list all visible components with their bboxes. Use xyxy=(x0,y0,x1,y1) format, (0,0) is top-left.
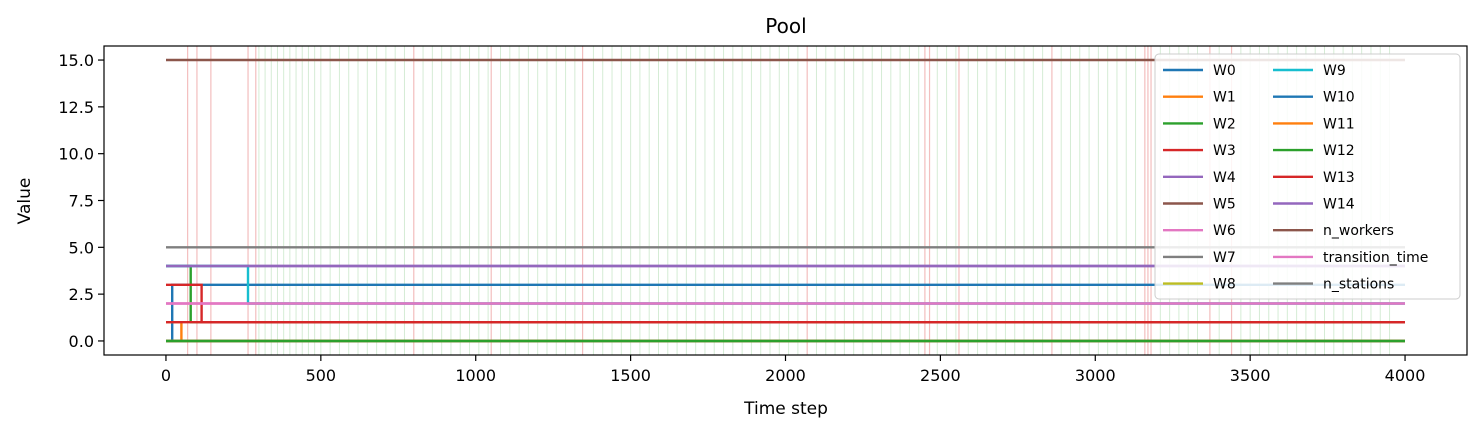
legend-label: W10 xyxy=(1323,90,1355,106)
x-tick-label: 2500 xyxy=(920,366,961,385)
legend-label: W0 xyxy=(1213,63,1236,79)
x-axis-label: Time step xyxy=(743,399,828,419)
y-axis: 0.0 2.5 5.0 7.5 10.0 12.5 15.0 xyxy=(58,51,104,351)
legend-label: W5 xyxy=(1213,197,1236,213)
y-tick-label: 15.0 xyxy=(58,51,94,70)
legend-label: W13 xyxy=(1323,170,1355,186)
legend-label: W1 xyxy=(1213,90,1236,106)
legend-label: W8 xyxy=(1213,277,1236,293)
y-axis-label: Value xyxy=(15,178,35,225)
chart-title: Pool xyxy=(765,14,806,38)
legend-label: W9 xyxy=(1323,63,1346,79)
x-tick-label: 3000 xyxy=(1075,366,1116,385)
y-tick-label: 12.5 xyxy=(58,98,94,117)
legend-label: W4 xyxy=(1213,170,1236,186)
x-tick-label: 1500 xyxy=(610,366,651,385)
x-tick-label: 1000 xyxy=(455,366,496,385)
series-lines xyxy=(166,58,1405,343)
legend-label: n_stations xyxy=(1323,277,1394,293)
y-tick-label: 0.0 xyxy=(69,332,94,351)
legend: W0 W1 W2 W3 W4 W5 W6 W7 W8 W9 W10 W11 W12 W13 W14 n_wor… xyxy=(1154,53,1461,300)
legend-label: W12 xyxy=(1323,143,1355,159)
x-tick-label: 0 xyxy=(161,366,171,385)
x-tick-label: 500 xyxy=(306,366,337,385)
legend-label: W11 xyxy=(1323,116,1355,132)
y-tick-label: 5.0 xyxy=(69,238,94,257)
y-tick-label: 7.5 xyxy=(69,192,94,211)
x-tick-label: 3500 xyxy=(1230,366,1271,385)
legend-label: transition_time xyxy=(1323,250,1428,266)
legend-label: W6 xyxy=(1213,223,1236,239)
legend-label: W3 xyxy=(1213,143,1236,159)
legend-label: n_workers xyxy=(1323,223,1394,239)
x-axis: 0 500 1000 1500 2000 2500 3000 3500 4000 xyxy=(161,355,1426,385)
x-tick-label: 2000 xyxy=(765,366,806,385)
legend-label: W14 xyxy=(1323,197,1355,213)
legend-label: W2 xyxy=(1213,116,1236,132)
x-tick-label: 4000 xyxy=(1385,366,1426,385)
y-tick-label: 10.0 xyxy=(58,145,94,164)
y-tick-label: 2.5 xyxy=(69,285,94,304)
legend-label: W7 xyxy=(1213,250,1236,266)
